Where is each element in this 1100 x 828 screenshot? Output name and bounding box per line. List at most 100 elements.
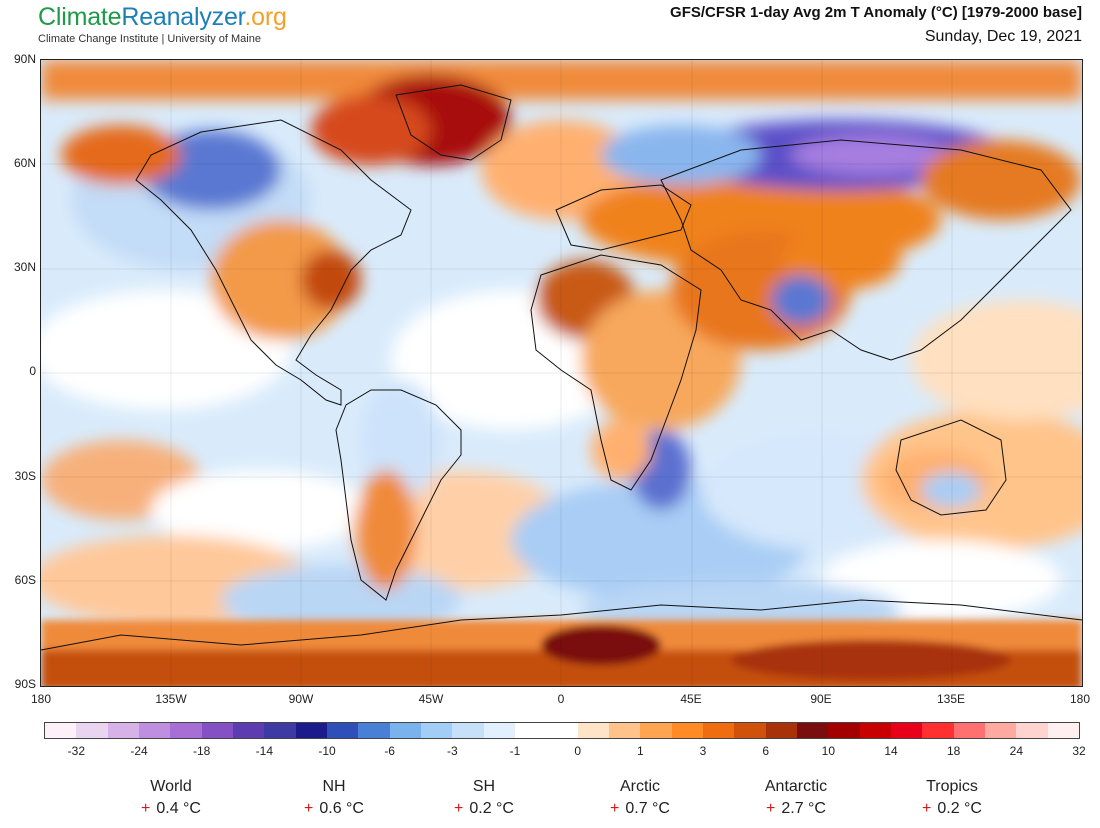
lon-label-135e: 135E	[936, 692, 966, 706]
colorbar-label: 32	[1072, 744, 1086, 758]
stat-value-row: +0.2 °C	[872, 800, 1032, 818]
colorbar-swatch	[452, 723, 484, 738]
stat-value-row: +0.4 °C	[91, 800, 251, 818]
colorbar-swatch	[577, 723, 609, 738]
colorbar-swatch	[264, 723, 296, 738]
stat-nh: NH +0.6 °C	[254, 778, 414, 818]
logo-org: .org	[244, 3, 287, 31]
stat-name: NH	[322, 778, 346, 795]
lon-label-180e: 180	[1069, 692, 1091, 706]
anomaly-field	[41, 60, 1082, 640]
colorbar-swatch	[45, 723, 77, 738]
colorbar-label: -1	[509, 744, 521, 758]
stat-value-row: +2.7 °C	[716, 800, 876, 818]
colorbar-label: 24	[1009, 744, 1023, 758]
colorbar-label: -24	[130, 744, 148, 758]
colorbar-swatch	[671, 723, 703, 738]
colorbar-swatch	[76, 723, 108, 738]
colorbar-swatch	[483, 723, 515, 738]
graticule	[41, 60, 1082, 686]
antarctic-anomaly	[41, 620, 1082, 686]
stat-name: SH	[472, 778, 496, 795]
colorbar-swatch	[201, 723, 233, 738]
stat-tropics: Tropics +0.2 °C	[872, 778, 1032, 818]
colorbar-label: 10	[821, 744, 835, 758]
stat-world: World +0.4 °C	[91, 778, 251, 818]
stat-value: 0.7 °C	[625, 800, 670, 817]
colorbar-label: 0	[574, 744, 581, 758]
colorbar-label: -14	[255, 744, 273, 758]
stat-sign: +	[304, 800, 314, 817]
lat-label-90n: 90N	[13, 52, 36, 66]
stat-sign: +	[922, 800, 932, 817]
stat-value: 0.2 °C	[469, 800, 514, 817]
stat-name: Antarctic	[764, 778, 828, 795]
colorbar-label: -10	[318, 744, 336, 758]
colorbar-swatch	[922, 723, 954, 738]
stat-sign: +	[766, 800, 776, 817]
lon-label-45w: 45W	[418, 692, 444, 706]
stat-value: 0.2 °C	[937, 800, 982, 817]
lat-label-30s: 30S	[14, 469, 36, 483]
stat-arctic: Arctic +0.7 °C	[560, 778, 720, 818]
colorbar-label: 18	[946, 744, 961, 758]
stat-value-row: +0.6 °C	[254, 800, 414, 818]
coastlines	[41, 84, 1082, 651]
stat-sign: +	[141, 800, 151, 817]
colorbar-swatch	[138, 723, 171, 738]
colorbar-swatch	[232, 723, 265, 738]
anomaly-map-canvas	[41, 60, 1082, 686]
colorbar-swatch	[984, 723, 1017, 738]
stat-value: 0.4 °C	[156, 800, 201, 817]
lat-label-60s: 60S	[14, 573, 36, 587]
lon-label-90e: 90E	[810, 692, 832, 706]
colorbar-label: -3	[446, 744, 458, 758]
map-title: GFS/CFSR 1-day Avg 2m T Anomaly (°C) [19…	[670, 4, 1082, 21]
colorbar-swatch	[420, 723, 453, 738]
colorbar-swatch	[1047, 723, 1079, 738]
colorbar-swatch	[765, 723, 797, 738]
colorbar-swatch	[295, 723, 327, 738]
colorbar-swatch	[170, 723, 202, 738]
regional-stats: World +0.4 °C NH +0.6 °C SH +0.2 °C Arct…	[0, 778, 1100, 828]
stat-value: 2.7 °C	[781, 800, 826, 817]
colorbar-label: -6	[384, 744, 395, 758]
stat-name: Tropics	[926, 778, 978, 795]
lat-label-30n: 30N	[13, 260, 36, 274]
colorbar-swatch	[389, 723, 421, 738]
lon-label-90w: 90W	[288, 692, 314, 706]
anomaly-map	[40, 59, 1083, 687]
stat-name: World	[150, 778, 192, 795]
lon-label-135w: 135W	[155, 692, 187, 706]
colorbar-swatch	[859, 723, 891, 738]
colorbar-swatch	[828, 723, 860, 738]
colorbar-label: 1	[636, 744, 644, 758]
stat-sh: SH +0.2 °C	[404, 778, 564, 818]
map-date: Sunday, Dec 19, 2021	[924, 28, 1082, 45]
colorbar-label: 3	[699, 744, 707, 758]
lat-label-90s: 90S	[14, 677, 36, 691]
colorbar-label: 14	[884, 744, 898, 758]
colorbar-swatch	[890, 723, 923, 738]
lat-label-60n: 60N	[13, 156, 36, 170]
colorbar-label: -32	[67, 744, 85, 758]
lon-label-45e: 45E	[680, 692, 702, 706]
site-logo[interactable]: ClimateReanalyzer.org	[38, 2, 287, 32]
logo-reanalyzer: Reanalyzer	[121, 3, 245, 31]
colorbar-label: -18	[192, 744, 211, 758]
colorbar-swatch	[107, 723, 139, 738]
stat-sign: +	[454, 800, 464, 817]
lat-label-eq: 0	[29, 364, 36, 378]
colorbar-swatch	[608, 723, 641, 738]
site-subtitle: Climate Change Institute | University of…	[38, 33, 261, 45]
stat-value-row: +0.2 °C	[404, 800, 564, 818]
colorbar-swatch	[358, 723, 390, 738]
stat-value: 0.6 °C	[319, 800, 364, 817]
colorbar-swatch	[702, 723, 735, 738]
colorbar-swatch	[514, 723, 547, 738]
stat-value-row: +0.7 °C	[560, 800, 720, 818]
lon-label-180w: 180	[30, 692, 52, 706]
colorbar-swatch	[796, 723, 829, 738]
brand: ClimateReanalyzer.org Climate Change Ins…	[38, 2, 287, 45]
stat-antarctic: Antarctic +2.7 °C	[716, 778, 876, 818]
